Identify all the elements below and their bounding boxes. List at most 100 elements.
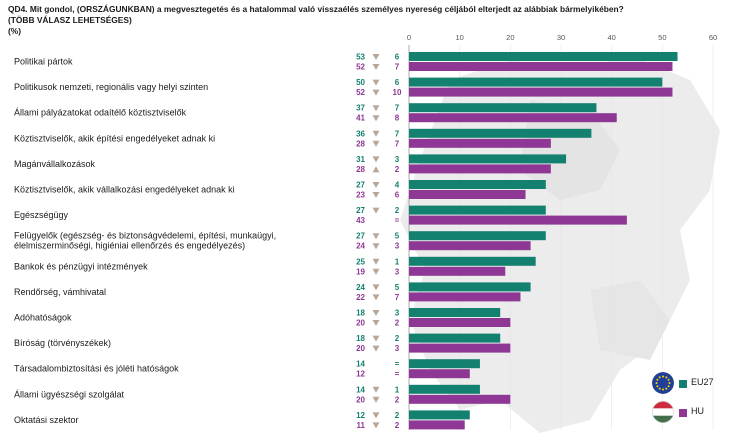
bar-hu <box>409 164 551 174</box>
title-line-3: (%) <box>8 26 22 36</box>
change-label-eu: 6 <box>395 53 400 62</box>
change-label-eu: 1 <box>395 385 400 394</box>
change-label-hu: = <box>395 370 400 379</box>
change-label-hu: 2 <box>395 165 400 174</box>
category-label: Köztisztviselők, akik építési engedélyek… <box>14 133 215 143</box>
category-label: Állami pályázatokat odaítélő köztisztvis… <box>14 108 187 118</box>
arrow-down-icon <box>372 345 380 352</box>
bar-hu <box>409 266 506 276</box>
value-label-eu: 14 <box>356 360 365 369</box>
legend-label-hu: HU <box>691 406 704 416</box>
bar-hu <box>409 241 531 251</box>
bar-eu <box>409 103 597 113</box>
value-label-eu: 53 <box>356 53 365 62</box>
arrow-down-icon <box>372 284 380 291</box>
arrow-down-icon <box>372 64 380 70</box>
value-label-hu: 11 <box>357 421 366 430</box>
bar-eu <box>409 205 546 215</box>
bar-eu <box>409 77 663 87</box>
change-label-hu: 7 <box>395 63 400 72</box>
change-label-eu: 3 <box>395 155 400 164</box>
value-label-hu: 20 <box>356 319 365 328</box>
category-label: Bankok és pénzügyi intézmények <box>14 261 148 271</box>
change-label-hu: 7 <box>395 139 400 148</box>
arrow-down-icon <box>372 310 380 316</box>
arrow-down-icon <box>372 294 380 301</box>
change-label-hu: 3 <box>395 344 400 353</box>
category-label-line: élelmiszerminőségi, higiéniai ellenőrzés… <box>14 241 245 251</box>
arrow-down-icon <box>372 396 380 403</box>
change-label-eu: 2 <box>395 334 400 343</box>
eu-flag-icon <box>652 372 674 394</box>
value-label-hu: 28 <box>356 165 365 174</box>
value-label-eu: 31 <box>356 155 365 164</box>
legend-label-eu27: EU27 <box>691 377 714 387</box>
title-line-2: (TÖBB VÁLASZ LEHETSÉGES) <box>8 15 132 25</box>
bar-hu <box>409 113 617 123</box>
x-tick-label: 0 <box>407 33 411 42</box>
change-label-eu: 4 <box>395 181 400 190</box>
bar-hu <box>409 420 465 430</box>
arrow-down-icon <box>372 386 380 393</box>
category-label: Társadalombiztosítási és jóléti hatóságo… <box>14 364 179 374</box>
change-label-eu: 7 <box>395 104 400 113</box>
arrow-down-icon <box>372 192 380 198</box>
value-label-hu: 12 <box>356 370 365 379</box>
change-label-eu: 2 <box>395 206 400 215</box>
change-label-hu: 6 <box>395 191 400 200</box>
change-label-hu: 8 <box>395 114 400 123</box>
value-label-eu: 24 <box>356 283 365 292</box>
category-label: Oktatási szektor <box>14 415 79 425</box>
bar-eu <box>409 282 531 292</box>
change-label-eu: 5 <box>395 232 400 241</box>
change-label-eu: 6 <box>395 78 400 87</box>
value-label-hu: 52 <box>356 88 365 97</box>
change-label-hu: 2 <box>395 421 400 430</box>
change-label-hu: 3 <box>395 267 400 276</box>
category-label: Politikusok nemzeti, regionális vagy hel… <box>14 82 208 92</box>
bar-eu <box>409 128 592 138</box>
arrow-down-icon <box>372 268 380 275</box>
arrow-down-icon <box>372 130 380 137</box>
hungary-flag-icon <box>652 401 674 423</box>
change-label-eu: 3 <box>395 309 400 318</box>
change-label-hu: = <box>395 216 400 225</box>
bar-hu <box>409 190 526 199</box>
arrow-down-icon <box>372 156 380 163</box>
value-label-eu: 14 <box>356 385 365 394</box>
legend-eu27: EU27 <box>652 372 730 396</box>
bar-eu <box>409 384 480 394</box>
chart-title: QD4. Mit gondol, (ORSZÁGUNKBAN) a megves… <box>8 4 723 37</box>
x-tick-label: 60 <box>709 33 717 42</box>
legend-swatch-eu27 <box>679 380 687 388</box>
change-label-hu: 7 <box>395 293 400 302</box>
bar-eu <box>409 359 480 369</box>
value-label-hu: 52 <box>356 63 365 72</box>
value-label-eu: 27 <box>356 232 365 241</box>
arrow-down-icon <box>372 422 380 429</box>
category-label: Köztisztviselők, akik vállalkozási enged… <box>14 185 235 195</box>
category-label: Állami ügyészségi szolgálat <box>14 389 125 399</box>
legend-swatch-hu <box>679 409 687 417</box>
bar-eu <box>409 410 470 420</box>
bar-eu <box>409 333 501 343</box>
bar-eu <box>409 154 567 164</box>
value-label-hu: 20 <box>356 344 365 353</box>
bar-hu <box>409 394 511 404</box>
bar-hu <box>409 343 511 353</box>
x-tick-label: 40 <box>607 33 615 42</box>
arrow-down-icon <box>372 207 380 214</box>
change-label-eu: 1 <box>395 257 400 266</box>
bar-hu <box>409 318 511 327</box>
value-label-hu: 23 <box>356 191 365 200</box>
value-label-eu: 12 <box>356 411 365 420</box>
bar-eu <box>409 231 546 241</box>
category-label: Egészségügy <box>14 210 69 220</box>
value-label-hu: 19 <box>356 267 365 276</box>
value-label-eu: 36 <box>356 129 365 138</box>
arrow-down-icon <box>372 412 380 419</box>
x-tick-label: 50 <box>658 33 666 42</box>
value-label-hu: 22 <box>356 293 365 302</box>
value-label-hu: 43 <box>356 216 365 225</box>
